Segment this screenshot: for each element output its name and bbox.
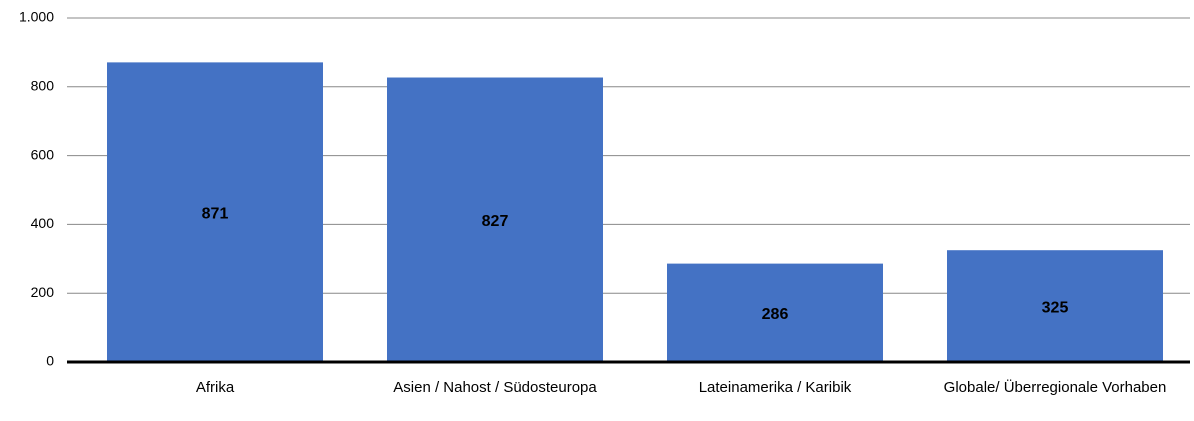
y-tick-label: 1.000 [19,9,54,25]
x-tick-label: Lateinamerika / Karibik [698,379,852,396]
y-tick-label: 800 [31,78,55,94]
value-label: 871 [202,205,229,222]
y-tick-label: 400 [31,215,55,231]
value-label: 827 [482,213,509,230]
y-tick-label: 0 [46,353,54,369]
value-label: 325 [1042,299,1069,316]
y-tick-label: 600 [31,146,55,162]
y-tick-label: 200 [31,284,55,300]
value-label: 286 [762,306,789,323]
x-tick-label: Afrika [195,379,235,396]
bar [667,263,883,362]
bar [387,77,603,363]
bar [947,250,1163,362]
x-tick-label: Asien / Nahost / Südosteuropa [393,379,597,396]
bar [107,62,323,362]
x-tick-label: Globale/ Überregionale Vorhaben [943,379,1167,396]
